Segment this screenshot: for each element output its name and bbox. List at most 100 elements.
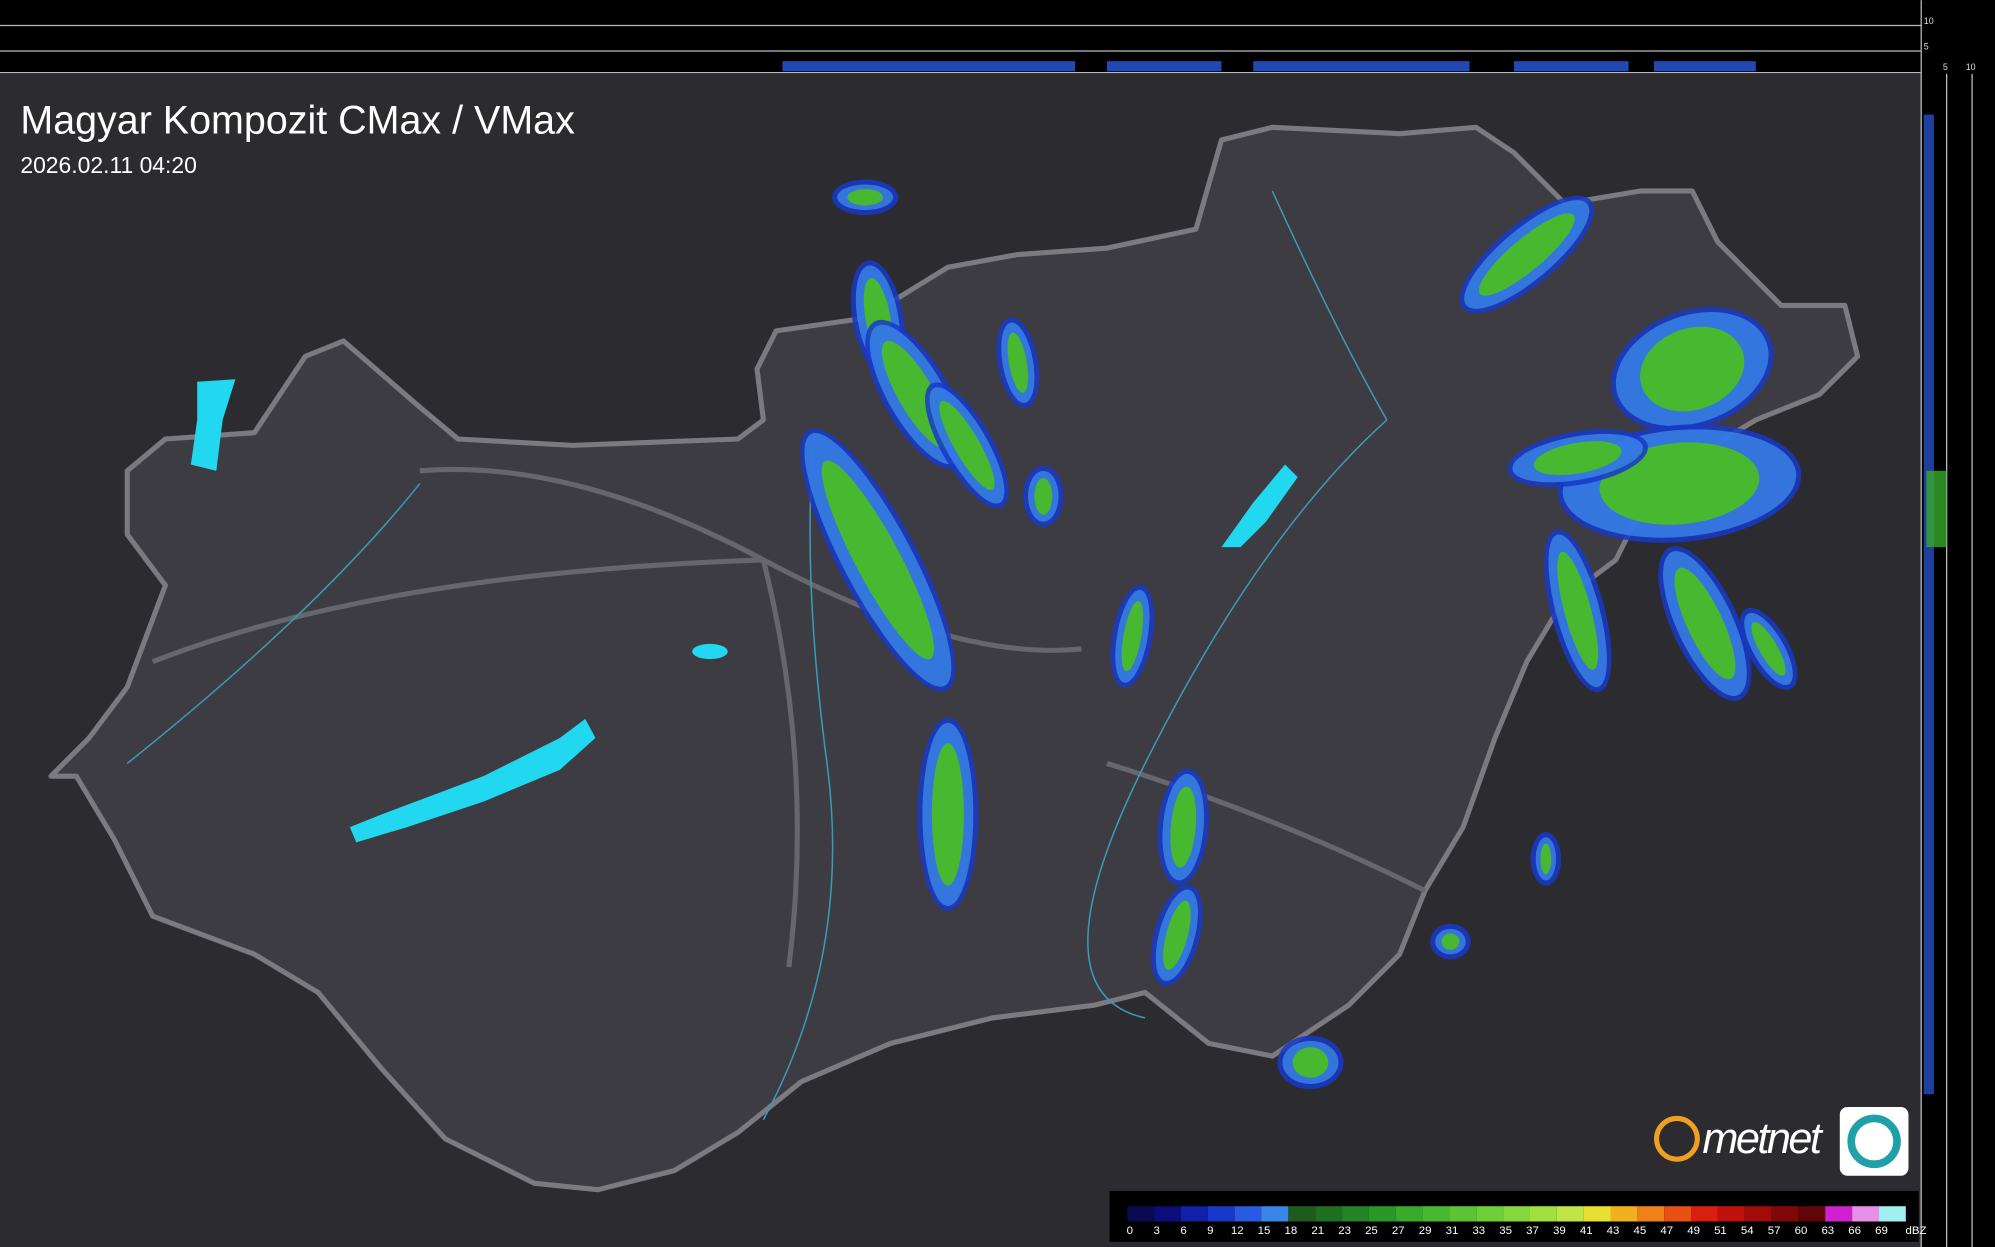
lake-velence xyxy=(692,643,728,660)
legend-label: 3 xyxy=(1153,1225,1159,1237)
echo-core xyxy=(1533,441,1622,476)
legend-label: 29 xyxy=(1419,1225,1432,1237)
legend-label: 66 xyxy=(1848,1225,1861,1237)
legend-swatch xyxy=(1771,1206,1799,1222)
legend-label: 18 xyxy=(1285,1225,1298,1237)
echo-core xyxy=(1034,477,1053,515)
legend-swatch xyxy=(1288,1206,1316,1222)
roads xyxy=(151,466,1427,968)
legend-swatch xyxy=(1529,1206,1557,1222)
echo-core xyxy=(1478,213,1575,296)
legend-label: 6 xyxy=(1180,1225,1186,1237)
top-tick: 10 xyxy=(1924,16,1934,26)
side-echo xyxy=(1923,114,1934,1095)
legend-swatch xyxy=(1180,1206,1208,1222)
legend-label: 45 xyxy=(1634,1225,1647,1237)
legend-swatch xyxy=(1476,1206,1504,1222)
side-echo xyxy=(1926,470,1947,548)
legend-swatch xyxy=(1503,1206,1530,1222)
legend-swatch xyxy=(1825,1206,1853,1222)
top-echo xyxy=(1106,61,1222,72)
echo-core xyxy=(1292,1047,1329,1078)
legend-label: 33 xyxy=(1472,1225,1485,1237)
logo: metnet xyxy=(1654,1106,1909,1176)
legend-swatch xyxy=(1852,1206,1879,1222)
echo-core xyxy=(1674,567,1736,680)
legend-label: 25 xyxy=(1365,1225,1378,1237)
legend-label: 37 xyxy=(1526,1225,1539,1237)
echo-core xyxy=(939,400,995,490)
legend-swatch xyxy=(1449,1206,1477,1222)
legend-unit: dBZ xyxy=(1905,1225,1926,1237)
profiles xyxy=(782,61,1947,1095)
logo-swirl xyxy=(1847,1114,1901,1169)
echo-core xyxy=(1540,843,1552,875)
legend-label: 21 xyxy=(1311,1225,1324,1237)
legend-swatch xyxy=(1368,1206,1396,1222)
echo-core xyxy=(821,460,935,660)
echo-core xyxy=(1599,442,1760,525)
top-echo xyxy=(1654,61,1756,72)
timestamp: 2026.02.11 04:20 xyxy=(20,152,197,178)
legend-swatch xyxy=(1234,1206,1262,1222)
radar-echoes xyxy=(800,179,1802,1090)
legend-swatch xyxy=(1798,1206,1826,1222)
echo-core xyxy=(1640,326,1745,412)
legend-label: 0 xyxy=(1127,1225,1133,1237)
top-tick: 5 xyxy=(1924,42,1929,52)
logo-text: metnet xyxy=(1702,1115,1823,1163)
legend-label: 60 xyxy=(1795,1225,1808,1237)
legend-label: 31 xyxy=(1446,1225,1459,1237)
echo-core xyxy=(1170,786,1197,868)
legend-label: 57 xyxy=(1768,1225,1781,1237)
legend-label: 51 xyxy=(1714,1225,1727,1237)
legend-swatch xyxy=(1717,1206,1745,1222)
legend-label: 9 xyxy=(1207,1225,1213,1237)
top-echo xyxy=(1514,61,1629,72)
legend-label: 12 xyxy=(1231,1225,1244,1237)
legend: 0 3 6 9 12 15 18 21 23 25 27 29 31 33 35 37 39 41 43 45 47 49… xyxy=(1127,1206,1926,1237)
echo-core xyxy=(1557,551,1599,670)
echo-core xyxy=(931,743,964,886)
legend-label: 47 xyxy=(1660,1225,1673,1237)
legend-label: 49 xyxy=(1687,1225,1700,1237)
legend-swatch xyxy=(1583,1206,1611,1222)
legend-label: 63 xyxy=(1821,1225,1834,1237)
lake-tisza xyxy=(1221,464,1298,548)
legend-swatch xyxy=(1422,1206,1450,1222)
legend-swatch xyxy=(1691,1206,1718,1222)
echo-core xyxy=(1441,933,1460,950)
logo-sun xyxy=(1654,1115,1700,1162)
legend-swatch xyxy=(1315,1206,1343,1222)
legend-swatch xyxy=(1395,1206,1423,1222)
legend-swatch xyxy=(1342,1206,1369,1222)
legend-swatch xyxy=(1878,1206,1906,1222)
echo-core xyxy=(1163,900,1191,970)
top-echo xyxy=(782,61,1076,72)
echo-core xyxy=(847,189,883,206)
legend-label: 35 xyxy=(1499,1225,1512,1237)
legend-swatch xyxy=(1744,1206,1772,1222)
legend-swatch xyxy=(1664,1206,1692,1222)
rivers xyxy=(126,190,1388,1121)
legend-label: 69 xyxy=(1875,1225,1888,1237)
legend-label: 39 xyxy=(1553,1225,1566,1237)
legend-swatch xyxy=(1610,1206,1638,1222)
legend-swatch xyxy=(1207,1206,1235,1222)
echo-core xyxy=(1007,332,1029,393)
legend-swatch xyxy=(1127,1206,1155,1222)
legend-label: 27 xyxy=(1392,1225,1405,1237)
legend-swatch xyxy=(1261,1206,1289,1222)
side-tick: 5 xyxy=(1943,62,1948,72)
legend-label: 15 xyxy=(1258,1225,1271,1237)
lake-neusiedl xyxy=(190,379,236,471)
legend-swatch xyxy=(1556,1206,1584,1222)
map-title: Magyar Kompozit CMax / VMax xyxy=(20,99,575,143)
legend-label: 43 xyxy=(1607,1225,1620,1237)
legend-label: 23 xyxy=(1338,1225,1351,1237)
top-echo xyxy=(1253,61,1470,72)
echo-core xyxy=(1751,622,1786,676)
echo-core xyxy=(1121,601,1144,672)
lake-balaton xyxy=(349,718,596,843)
